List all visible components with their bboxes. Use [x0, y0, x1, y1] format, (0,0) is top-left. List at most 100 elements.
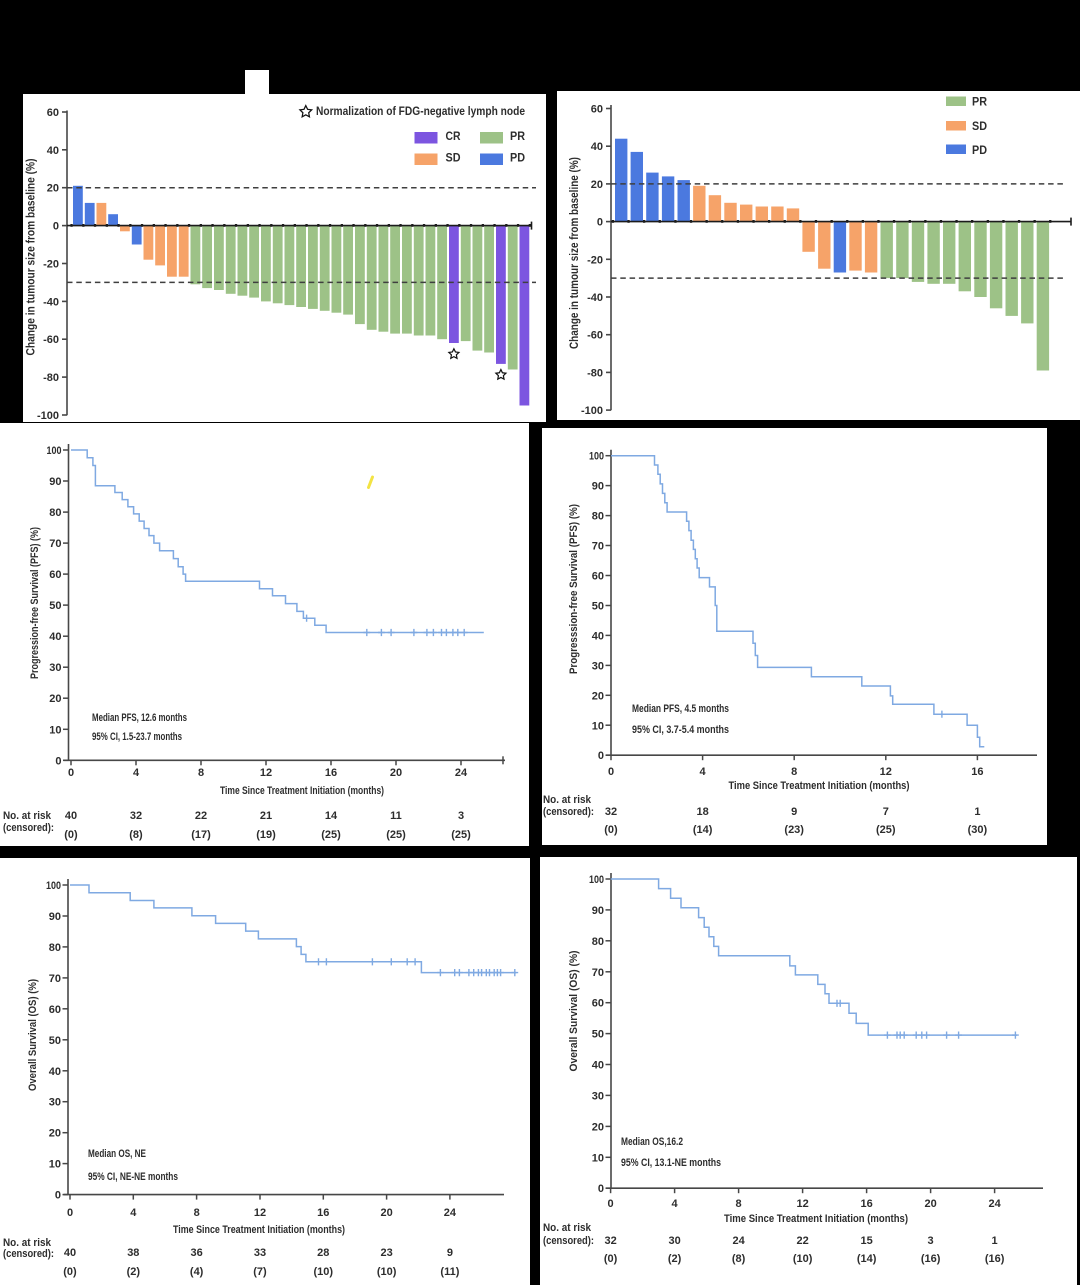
svg-text:(25): (25) [876, 824, 896, 836]
svg-text:(censored):: (censored): [3, 822, 54, 834]
svg-text:95% CI, 1.5-23.7 months: 95% CI, 1.5-23.7 months [92, 731, 182, 743]
svg-text:0: 0 [67, 1207, 73, 1219]
svg-text:16: 16 [325, 767, 337, 779]
svg-text:Change in tumour size from bas: Change in tumour size from baseline (%) [569, 157, 581, 349]
svg-text:28: 28 [317, 1247, 329, 1259]
svg-text:16: 16 [317, 1207, 329, 1219]
svg-text:(16): (16) [921, 1253, 941, 1265]
svg-text:Progression-free Survival (PFS: Progression-free Survival (PFS) (%) [29, 527, 41, 679]
svg-text:50: 50 [49, 1035, 61, 1047]
svg-text:9: 9 [447, 1247, 453, 1259]
svg-text:80: 80 [592, 511, 604, 523]
svg-text:10: 10 [49, 1159, 61, 1171]
svg-text:No. at risk: No. at risk [3, 1237, 52, 1249]
svg-text:-20: -20 [43, 258, 59, 270]
svg-text:24: 24 [732, 1235, 745, 1247]
svg-text:SD: SD [446, 153, 461, 165]
svg-text:40: 40 [592, 630, 604, 642]
svg-text:4: 4 [130, 1207, 137, 1219]
svg-text:15: 15 [860, 1235, 872, 1247]
svg-text:21: 21 [260, 810, 272, 822]
svg-text:(0): (0) [64, 829, 78, 841]
svg-text:70: 70 [592, 967, 604, 979]
svg-text:80: 80 [592, 936, 604, 948]
svg-text:11: 11 [390, 810, 402, 822]
svg-text:20: 20 [47, 183, 59, 195]
svg-text:Overall Survival (OS) (%): Overall Survival (OS) (%) [27, 979, 39, 1091]
svg-text:7: 7 [883, 806, 889, 818]
svg-text:3: 3 [928, 1235, 934, 1247]
svg-text:(17): (17) [191, 829, 211, 841]
svg-text:PR: PR [510, 131, 526, 143]
svg-text:12: 12 [260, 767, 272, 779]
svg-text:24: 24 [988, 1198, 1001, 1210]
svg-text:(25): (25) [451, 829, 471, 841]
svg-text:Time Since Treatment Initiatio: Time Since Treatment Initiation (months) [173, 1224, 345, 1236]
svg-text:(4): (4) [190, 1266, 204, 1278]
svg-text:40: 40 [47, 145, 59, 157]
svg-text:(0): (0) [63, 1266, 77, 1278]
svg-text:40: 40 [591, 141, 603, 153]
svg-text:70: 70 [49, 538, 61, 550]
svg-text:40: 40 [592, 1060, 604, 1072]
svg-text:(8): (8) [129, 829, 143, 841]
svg-text:(0): (0) [604, 824, 618, 836]
svg-text:38: 38 [127, 1247, 139, 1259]
svg-text:30: 30 [592, 660, 604, 672]
svg-text:0: 0 [597, 217, 603, 229]
svg-text:24: 24 [444, 1207, 457, 1219]
svg-text:100: 100 [589, 451, 604, 463]
svg-text:SD: SD [972, 121, 987, 133]
svg-text:60: 60 [592, 998, 604, 1010]
svg-text:(11): (11) [440, 1266, 459, 1278]
svg-text:4: 4 [672, 1198, 679, 1210]
svg-text:95% CI, NE-NE months: 95% CI, NE-NE months [88, 1171, 178, 1183]
svg-text:8: 8 [736, 1198, 742, 1210]
svg-text:14: 14 [325, 810, 338, 822]
svg-text:(25): (25) [386, 829, 406, 841]
svg-text:20: 20 [49, 1128, 61, 1140]
svg-text:Time Since Treatment Initiatio: Time Since Treatment Initiation (months) [724, 1213, 908, 1225]
svg-text:PD: PD [510, 153, 525, 165]
svg-text:(0): (0) [604, 1253, 618, 1265]
svg-text:32: 32 [605, 806, 617, 818]
svg-text:50: 50 [49, 600, 61, 612]
svg-text:22: 22 [195, 810, 207, 822]
svg-text:70: 70 [49, 973, 61, 985]
svg-text:-80: -80 [43, 372, 59, 384]
svg-text:(10): (10) [313, 1266, 333, 1278]
svg-text:(10): (10) [793, 1253, 813, 1265]
svg-text:40: 40 [49, 631, 61, 643]
svg-text:95% CI, 3.7-5.4 months: 95% CI, 3.7-5.4 months [632, 724, 729, 736]
svg-text:-40: -40 [43, 296, 59, 308]
svg-text:30: 30 [668, 1235, 680, 1247]
svg-text:30: 30 [592, 1090, 604, 1102]
svg-text:-60: -60 [43, 334, 59, 346]
svg-text:(2): (2) [668, 1253, 682, 1265]
svg-text:10: 10 [592, 1152, 604, 1164]
svg-text:40: 40 [49, 1066, 61, 1078]
svg-text:Median OS,16.2: Median OS,16.2 [621, 1136, 683, 1148]
svg-text:Median OS, NE: Median OS, NE [88, 1148, 146, 1160]
svg-text:Median PFS, 4.5 months: Median PFS, 4.5 months [632, 703, 729, 715]
svg-text:No. at risk: No. at risk [543, 1222, 592, 1234]
svg-text:4: 4 [133, 767, 140, 779]
svg-text:60: 60 [49, 1004, 61, 1016]
svg-text:36: 36 [191, 1247, 203, 1259]
svg-text:22: 22 [796, 1235, 808, 1247]
svg-text:23: 23 [380, 1247, 392, 1259]
svg-text:(23): (23) [784, 824, 804, 836]
svg-text:0: 0 [598, 750, 604, 762]
svg-text:-100: -100 [37, 410, 59, 422]
svg-text:90: 90 [592, 905, 604, 917]
svg-text:PD: PD [972, 145, 987, 157]
svg-text:(19): (19) [256, 829, 276, 841]
svg-text:95% CI, 13.1-NE months: 95% CI, 13.1-NE months [621, 1157, 721, 1169]
svg-text:Median PFS, 12.6 months: Median PFS, 12.6 months [92, 712, 187, 724]
svg-text:1: 1 [992, 1235, 998, 1247]
svg-text:3: 3 [458, 810, 464, 822]
svg-text:100: 100 [46, 880, 61, 892]
svg-text:-20: -20 [587, 254, 603, 266]
svg-text:-80: -80 [587, 367, 603, 379]
svg-text:16: 16 [860, 1198, 872, 1210]
